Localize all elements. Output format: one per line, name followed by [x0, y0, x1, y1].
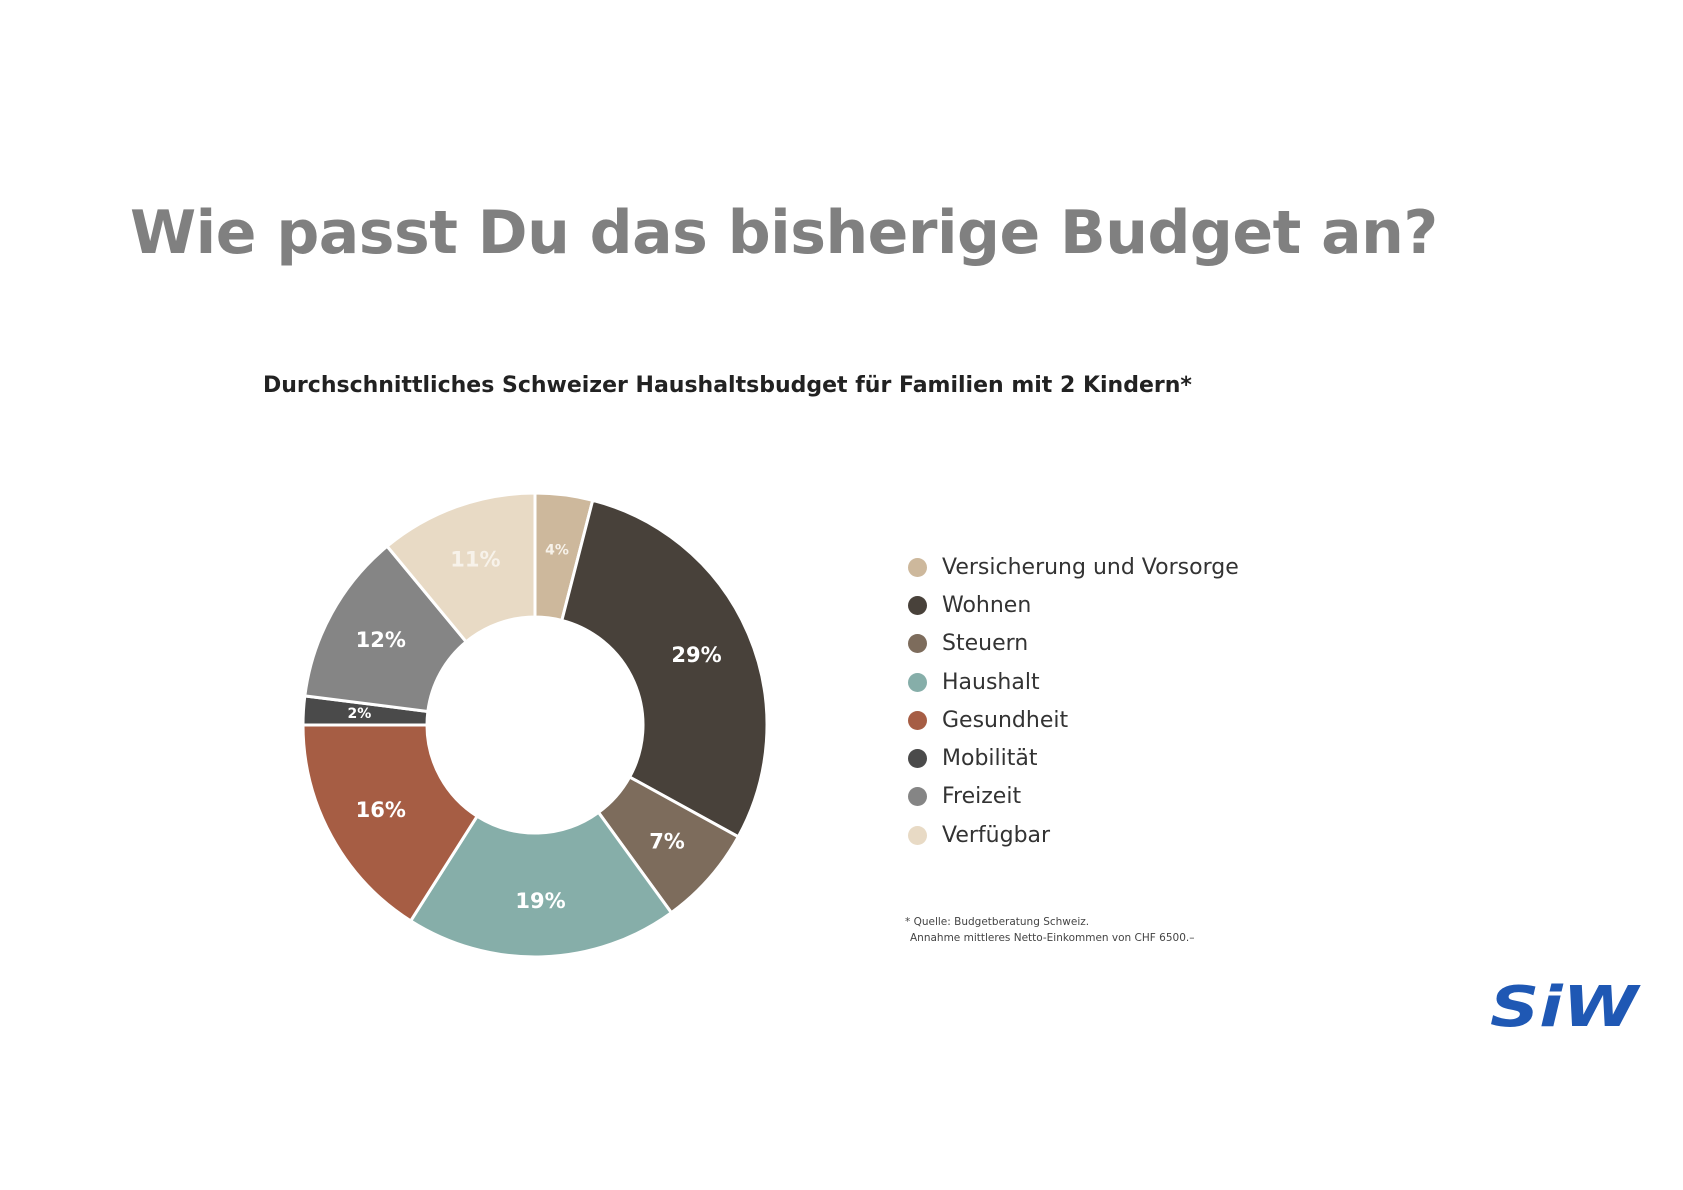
legend-label: Wohnen: [942, 592, 1032, 618]
donut-slice-label: 19%: [515, 889, 565, 913]
legend-swatch: [908, 749, 927, 769]
slide-title: Wie passt Du das bisherige Budget an?: [130, 198, 1438, 268]
legend-swatch: [908, 710, 927, 730]
donut-chart: 4% 29% 7% 19% 16% 2% 12% 11%: [301, 491, 769, 959]
chart-legend: Versicherung und Vorsorge Wohnen Steuern Ha…: [908, 548, 1239, 854]
legend-swatch: [908, 825, 927, 845]
donut-slice-label: 2%: [347, 706, 371, 722]
legend-item: Mobilität: [908, 739, 1239, 777]
footnote-source: * Quelle: Budgetberatung Schweiz.: [905, 916, 1090, 928]
legend-item: Haushalt: [908, 663, 1239, 701]
donut-slice-label: 29%: [671, 643, 721, 667]
legend-label: Steuern: [942, 631, 1029, 657]
legend-swatch: [908, 595, 927, 615]
legend-item: Wohnen: [908, 586, 1239, 624]
donut-slice: [385, 491, 537, 644]
donut-slice-label: 11%: [450, 547, 500, 571]
legend-label: Freizeit: [942, 784, 1022, 810]
legend-swatch: [908, 634, 927, 654]
donut-slices: [301, 491, 769, 959]
svg-text:SiW: SiW: [1490, 980, 1642, 1032]
siw-logo-icon: SiW: [1490, 980, 1642, 1032]
legend-item: Freizeit: [908, 778, 1239, 816]
donut-slice-label: 7%: [649, 829, 685, 853]
donut-slice-label: 4%: [545, 542, 569, 558]
legend-label: Haushalt: [942, 669, 1040, 695]
legend-label: Gesundheit: [942, 707, 1069, 733]
donut-slice-label: 16%: [356, 798, 406, 822]
donut-slice-label: 12%: [356, 628, 406, 652]
source-footnote: * Quelle: Budgetberatung Schweiz. Annahm…: [905, 914, 1194, 946]
donut-slice: [301, 723, 480, 923]
legend-swatch: [908, 787, 927, 807]
legend-item: Versicherung und Vorsorge: [908, 548, 1239, 586]
legend-item: Steuern: [908, 625, 1239, 663]
legend-label: Versicherung und Vorsorge: [942, 554, 1239, 580]
legend-item: Gesundheit: [908, 701, 1239, 739]
legend-swatch: [908, 557, 927, 577]
donut-labels: 4% 29% 7% 19% 16% 2% 12% 11%: [347, 542, 721, 913]
chart-title: Durchschnittliches Schweizer Haushaltsbu…: [263, 373, 1192, 398]
legend-label: Verfügbar: [942, 822, 1051, 848]
donut-slice: [560, 498, 769, 839]
legend-item: Verfügbar: [908, 816, 1239, 854]
donut-slice: [408, 810, 674, 959]
footnote-assumption: Annahme mittleres Netto-Einkommen von CH…: [910, 932, 1195, 944]
legend-swatch: [908, 672, 927, 692]
legend-label: Mobilität: [942, 746, 1038, 772]
